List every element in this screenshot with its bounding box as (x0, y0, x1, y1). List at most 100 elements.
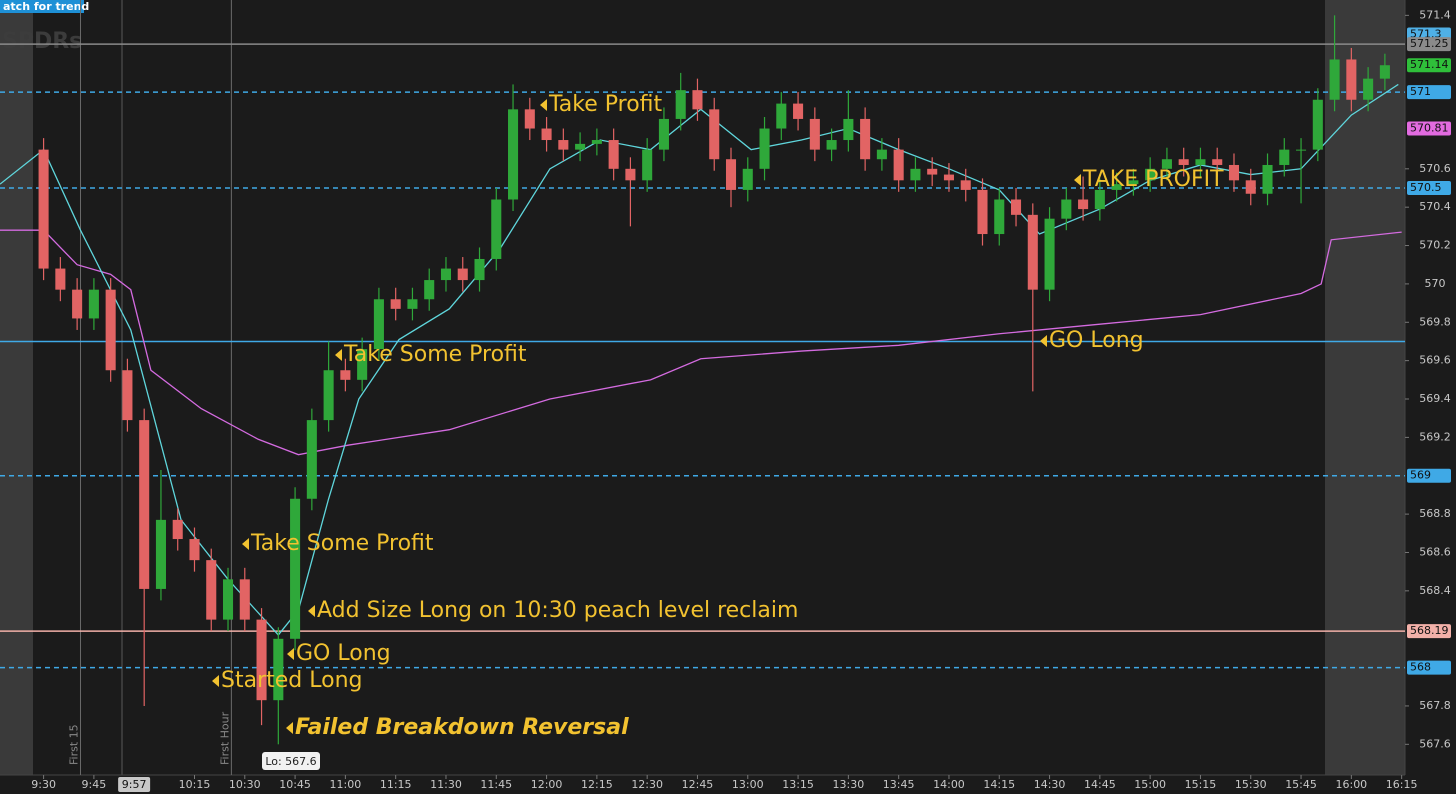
afterhours-shade (1325, 0, 1405, 775)
candle-body (675, 90, 686, 119)
candle-body (222, 579, 234, 620)
price-tag-bg (1407, 180, 1451, 195)
x-tick-label: 15:00 (1134, 778, 1166, 791)
overlay-line (0, 229, 1402, 456)
candle-body (1128, 180, 1139, 185)
annotation-arrow (287, 648, 294, 660)
candle-body (1195, 159, 1206, 165)
price-tag-bg (1407, 58, 1451, 73)
candle-body (1329, 59, 1340, 100)
candle-body (709, 109, 720, 160)
annotation-arrow (212, 675, 219, 687)
low-tag: Lo: 567.6 (265, 755, 316, 768)
y-tick-label: 569.8 (1419, 315, 1451, 328)
price-tag-bg (1407, 37, 1451, 52)
candle-body (474, 258, 485, 281)
annotation-arrow (1040, 335, 1047, 347)
candle-body (424, 280, 435, 300)
x-tick-label: 10:30 (229, 778, 261, 791)
annotation: TAKE PROFIT (1082, 167, 1224, 192)
candle-body (558, 140, 569, 150)
annotation: Take Profit (548, 92, 663, 117)
candle-body (340, 370, 351, 380)
candle-body (1094, 189, 1105, 210)
candle-body (541, 128, 552, 141)
x-tick-label: 13:15 (782, 778, 814, 791)
y-tick-label: 571.4 (1419, 8, 1451, 21)
annotation-arrow (242, 538, 249, 550)
candle-body (977, 189, 988, 235)
candle-body (189, 539, 200, 561)
candle-body (38, 149, 49, 269)
candle-body (809, 118, 820, 150)
price-tag-bg (1407, 468, 1451, 483)
x-tick-label: 11:15 (380, 778, 412, 791)
x-tick-label: 14:15 (983, 778, 1015, 791)
candle-body (306, 420, 317, 499)
y-tick-label: 569.6 (1419, 354, 1451, 367)
x-tick-label: 13:30 (833, 778, 865, 791)
x-tick-label: 13:00 (732, 778, 764, 791)
price-tag-bg (1407, 85, 1451, 100)
annotation: GO Long (296, 641, 391, 666)
annotation: Started Long (221, 668, 362, 693)
candle-body (256, 619, 267, 701)
candle-body (591, 140, 602, 144)
candle-body (239, 579, 250, 620)
candle-body (273, 638, 284, 701)
x-tick-label: 15:45 (1285, 778, 1317, 791)
candle-body (88, 289, 99, 319)
candle-body (994, 199, 1005, 235)
x-tick-label: 11:30 (430, 778, 462, 791)
candle-body (1027, 214, 1038, 290)
candle-body (524, 109, 535, 129)
annotation: Add Size Long on 10:30 peach level recla… (317, 598, 798, 623)
x-tick-label: 11:45 (480, 778, 512, 791)
candle-body (357, 349, 368, 380)
x-tick-label: 9:45 (82, 778, 107, 791)
price-tag: 570.81 (1410, 122, 1449, 135)
candle-body (1111, 184, 1122, 190)
candle-body (1212, 159, 1223, 165)
annotation-arrow (308, 605, 315, 617)
x-tick-label: 16:00 (1335, 778, 1367, 791)
premarket-shade (0, 0, 33, 775)
candle-body (1279, 149, 1290, 165)
x-tick-label: 10:45 (279, 778, 311, 791)
watermark: SPDRs (2, 29, 82, 54)
candle-body (1296, 149, 1307, 151)
candle-body (407, 299, 418, 309)
candle-body (139, 420, 150, 589)
candle-body (910, 168, 921, 181)
candle-body (927, 168, 938, 175)
candle-body (122, 370, 133, 421)
candle-body (893, 149, 904, 181)
annotation: Take Some Profit (343, 342, 527, 367)
x-tick-label: 12:45 (682, 778, 714, 791)
candle-body (843, 118, 854, 141)
x-tick-label: 12:15 (581, 778, 613, 791)
candle-body (725, 159, 737, 190)
y-tick-label: 570.2 (1419, 239, 1451, 252)
candle-body (1346, 59, 1357, 100)
candle-body (1363, 78, 1374, 100)
candle-body (960, 180, 971, 190)
candle-body (860, 118, 871, 160)
annotation-arrow (540, 99, 547, 111)
candle-body (172, 519, 183, 540)
x-tick-label: 15:30 (1235, 778, 1267, 791)
candle-body (1312, 99, 1323, 150)
price-tag-bg (1407, 121, 1451, 136)
candle-body (1228, 164, 1240, 181)
y-tick-label: 568.4 (1419, 584, 1451, 597)
annotation: Failed Breakdown Reversal (295, 715, 629, 740)
candle-body (876, 149, 887, 160)
candle-body (642, 149, 653, 181)
header-tag: atch for trend (3, 0, 89, 13)
x-tick-label: 12:00 (531, 778, 563, 791)
candle-body (625, 168, 636, 181)
candle-body (72, 289, 83, 319)
price-tag: 568 (1410, 661, 1431, 674)
candle-body (508, 109, 519, 200)
